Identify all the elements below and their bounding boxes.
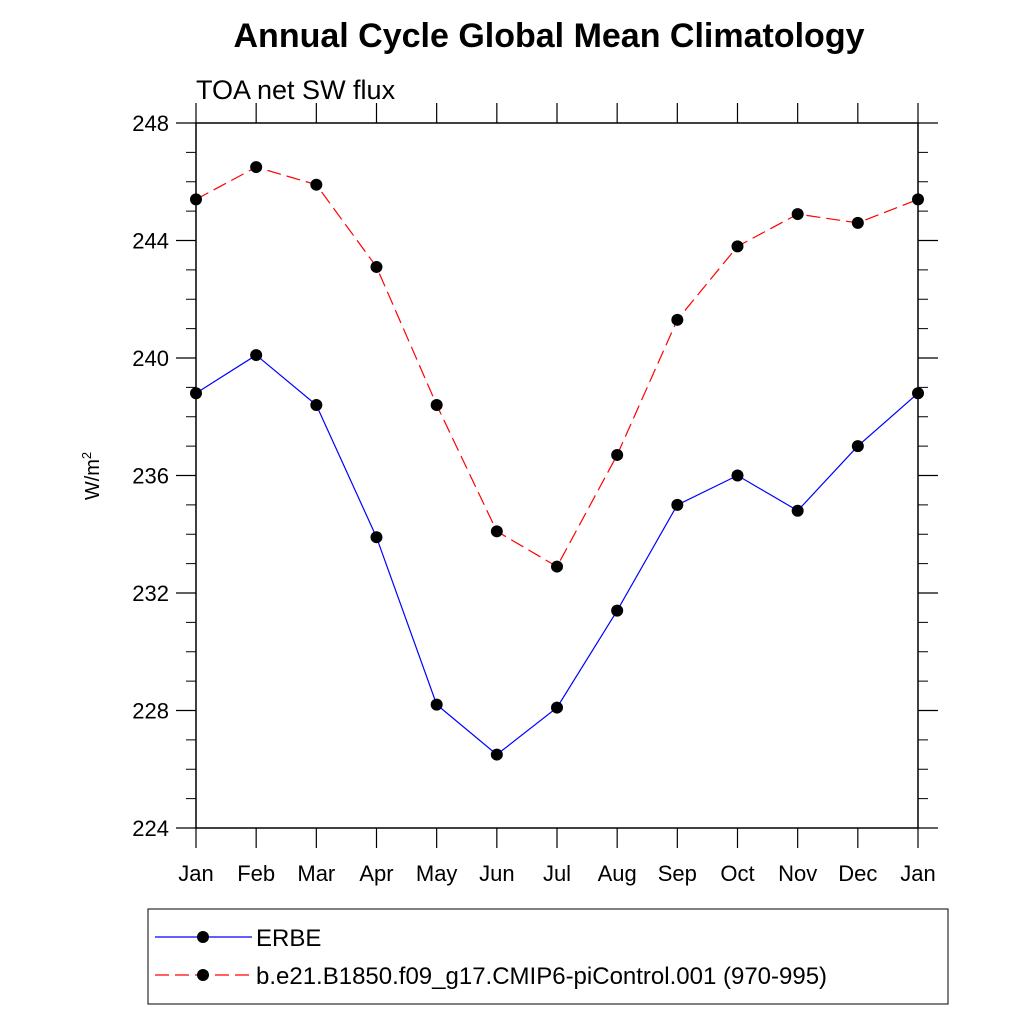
x-tick-label: Jul bbox=[543, 861, 571, 886]
legend-label-1: b.e21.B1850.f09_g17.CMIP6-piControl.001 … bbox=[256, 963, 827, 990]
data-point bbox=[791, 504, 804, 517]
data-point bbox=[791, 208, 804, 221]
data-point bbox=[611, 448, 624, 461]
data-point bbox=[731, 240, 744, 253]
y-axis-label: W/m2 bbox=[79, 452, 104, 500]
series-line-1 bbox=[195, 166, 919, 568]
data-point bbox=[370, 531, 383, 544]
y-tick-label: 232 bbox=[132, 581, 169, 606]
legend: ERBE b.e21.B1850.f09_g17.CMIP6-piControl.… bbox=[155, 925, 827, 990]
legend-marker bbox=[197, 969, 209, 981]
x-tick-labels: Jan Feb Mar Apr May Jun Jul Aug Sep Oct Nov Dec Jan bbox=[178, 861, 935, 886]
data-point bbox=[671, 313, 684, 326]
x-tick-label: Oct bbox=[720, 861, 754, 886]
y-tick-label: 236 bbox=[132, 464, 169, 489]
x-tick-label: Mar bbox=[297, 861, 335, 886]
data-point bbox=[190, 387, 202, 400]
x-tick-label: Apr bbox=[359, 861, 393, 886]
x-tick-label: May bbox=[416, 861, 458, 886]
y-tick-labels: 224 228 232 236 240 244 248 bbox=[132, 111, 169, 841]
x-tick-label: Jun bbox=[479, 861, 514, 886]
data-point bbox=[490, 748, 503, 761]
x-tick-label: Dec bbox=[838, 861, 877, 886]
x-tick-label: Nov bbox=[778, 861, 817, 886]
x-tick-label: Aug bbox=[598, 861, 637, 886]
data-point bbox=[430, 698, 443, 711]
y-tick-label: 228 bbox=[132, 699, 169, 724]
data-point bbox=[912, 193, 924, 206]
x-tick-label: Jan bbox=[900, 861, 935, 886]
x-tick-label: Feb bbox=[237, 861, 275, 886]
legend-label-0: ERBE bbox=[256, 925, 321, 952]
plot-frame bbox=[195, 122, 919, 829]
axis-ticks bbox=[176, 103, 938, 848]
y-axis-label-base: W/m bbox=[82, 459, 104, 500]
data-point bbox=[551, 560, 563, 573]
y-tick-label: 244 bbox=[132, 229, 169, 254]
data-point bbox=[250, 349, 263, 362]
data-point bbox=[912, 387, 924, 400]
data-point bbox=[551, 701, 563, 714]
data-point bbox=[430, 399, 443, 411]
x-tick-label: Sep bbox=[658, 861, 697, 886]
data-point bbox=[611, 604, 624, 617]
data-point bbox=[190, 193, 202, 206]
chart-subtitle: TOA net SW flux bbox=[196, 75, 396, 105]
data-point bbox=[310, 399, 323, 411]
data-point bbox=[250, 161, 263, 174]
data-point bbox=[731, 469, 744, 482]
data-point bbox=[310, 178, 323, 191]
series-line-0 bbox=[195, 354, 919, 756]
data-point bbox=[851, 440, 864, 453]
y-axis-label-exponent: 2 bbox=[79, 452, 94, 459]
legend-marker bbox=[197, 931, 209, 943]
series-layer bbox=[190, 161, 924, 761]
chart-title: Annual Cycle Global Mean Climatology bbox=[234, 17, 865, 55]
legend-box bbox=[147, 908, 949, 1005]
data-point bbox=[851, 216, 864, 229]
data-point bbox=[490, 525, 503, 538]
data-point bbox=[671, 498, 684, 511]
y-tick-label: 224 bbox=[132, 816, 169, 841]
data-point bbox=[370, 260, 383, 273]
y-tick-label: 240 bbox=[132, 346, 169, 371]
x-tick-label: Jan bbox=[178, 861, 213, 886]
y-tick-label: 248 bbox=[132, 111, 169, 136]
